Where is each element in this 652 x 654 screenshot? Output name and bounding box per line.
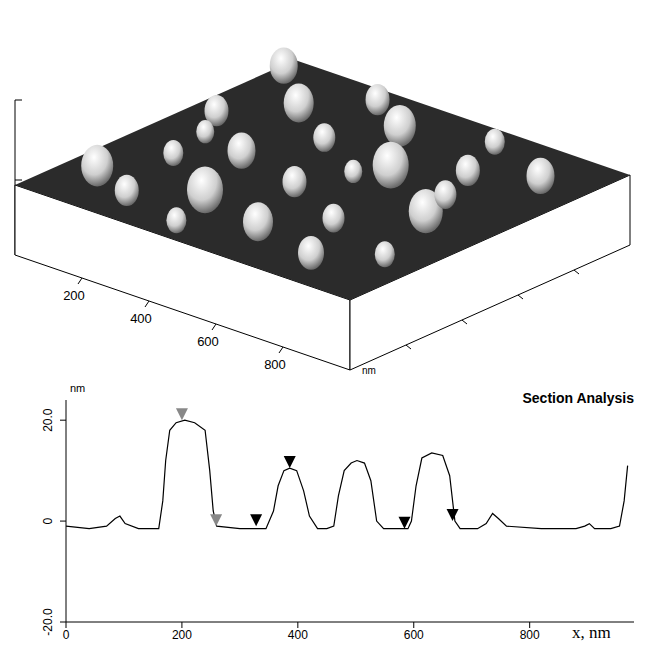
svg-text:400: 400 <box>130 311 152 326</box>
svg-text:0: 0 <box>63 628 70 642</box>
svg-text:400: 400 <box>288 628 308 642</box>
svg-text:600: 600 <box>197 334 219 349</box>
svg-text:800: 800 <box>520 628 540 642</box>
svg-text:nm: nm <box>362 365 376 376</box>
svg-text:0: 0 <box>41 517 55 524</box>
svg-text:600: 600 <box>404 628 424 642</box>
html-text:x, nm: x, nm <box>572 623 611 642</box>
svg-text:20.0: 20.0 <box>41 408 55 432</box>
svg-text:-20.0: -20.0 <box>41 608 55 636</box>
html-text:nm: nm <box>70 382 86 394</box>
svg-text:200: 200 <box>63 288 85 303</box>
svg-text:200: 200 <box>172 628 192 642</box>
svg-text:800: 800 <box>264 357 286 372</box>
html-text:Section Analysis: Section Analysis <box>522 390 634 406</box>
